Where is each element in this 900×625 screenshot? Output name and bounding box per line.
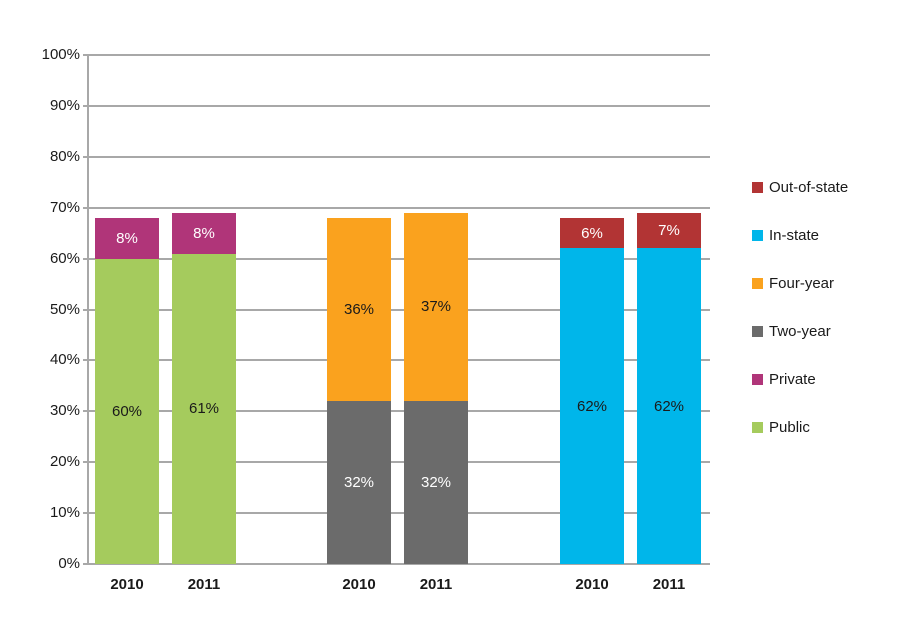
- y-axis-label: 10%: [49, 504, 80, 522]
- x-axis-label: 2010: [575, 576, 609, 593]
- gridline: [88, 461, 710, 464]
- legend-item-two-year: Two-year: [752, 307, 848, 355]
- y-axis-tick: [83, 155, 88, 158]
- y-axis-tick: [83, 359, 88, 362]
- legend-label: Two-year: [769, 322, 831, 340]
- segment-data-label: 62%: [576, 397, 608, 415]
- legend-label: In-state: [769, 226, 820, 244]
- segment-data-label: 6%: [581, 224, 603, 242]
- legend-label: Private: [769, 370, 816, 388]
- y-axis-tick: [83, 512, 88, 515]
- bar-segment-public: 60%: [95, 258, 159, 564]
- legend-item-four-year: Four-year: [752, 259, 848, 307]
- legend-swatch-icon: [752, 277, 763, 289]
- stacked-bar-2011: 62% 7%: [637, 212, 701, 564]
- x-axis-label: 2011: [419, 576, 453, 593]
- y-axis-tick: [83, 257, 88, 260]
- bar-segment-private: 8%: [95, 217, 159, 259]
- bar-segment-public: 61%: [172, 253, 236, 564]
- segment-data-label: 36%: [343, 301, 375, 318]
- y-axis-tick: [83, 206, 88, 209]
- y-axis-tick: [83, 563, 88, 565]
- y-axis-label: 40%: [49, 351, 80, 369]
- legend-swatch-icon: [752, 229, 763, 241]
- stacked-bar-2011: 32% 37%: [404, 212, 468, 564]
- legend-swatch-icon: [752, 181, 763, 193]
- bar-segment-in-state: 62%: [560, 248, 624, 564]
- gridline: [88, 257, 710, 260]
- bar-segment-four-year: 37%: [404, 212, 468, 402]
- gridline: [88, 512, 710, 515]
- bar-segment-out-of-state: 7%: [637, 212, 701, 249]
- y-axis-tick: [83, 308, 88, 311]
- bar-segment-two-year: 32%: [404, 401, 468, 564]
- legend-label: Out-of-state: [769, 178, 849, 196]
- segment-data-label: 32%: [420, 474, 452, 492]
- y-axis-label: 60%: [49, 249, 80, 267]
- y-axis-line: [87, 55, 89, 565]
- y-axis-tick: [83, 54, 88, 56]
- gridline: [88, 54, 710, 56]
- legend-item-private: Private: [752, 355, 848, 403]
- segment-data-label: 60%: [111, 402, 143, 420]
- bar-segment-four-year: 36%: [327, 217, 391, 402]
- legend-item-public: Public: [752, 403, 848, 451]
- gridline: [88, 359, 710, 362]
- x-axis-label: 2010: [110, 576, 144, 593]
- bar-segment-two-year: 32%: [327, 401, 391, 564]
- stacked-bar-2010: 62% 6%: [560, 217, 624, 564]
- legend: Out-of-state In-state Four-year Two-year Pri…: [752, 163, 848, 451]
- segment-data-label: 32%: [343, 474, 375, 492]
- y-axis-tick: [83, 104, 88, 107]
- x-axis-label: 2010: [342, 576, 376, 593]
- y-axis-label: 70%: [49, 198, 80, 216]
- stacked-bar-2010: 60% 8%: [95, 217, 159, 564]
- y-axis-label: 30%: [49, 402, 80, 420]
- bar-segment-out-of-state: 6%: [560, 217, 624, 249]
- segment-data-label: 61%: [188, 400, 220, 418]
- segment-data-label: 7%: [658, 222, 680, 240]
- y-axis-tick: [83, 461, 88, 464]
- segment-data-label: 62%: [653, 397, 685, 415]
- gridline: [88, 308, 710, 311]
- segment-data-label: 37%: [420, 298, 452, 316]
- legend-item-out-of-state: Out-of-state: [752, 163, 848, 211]
- gridline: [88, 563, 710, 565]
- gridline: [88, 104, 710, 107]
- stacked-bar-2010: 32% 36%: [327, 217, 391, 564]
- bar-segment-in-state: 62%: [637, 248, 701, 564]
- bar-segment-private: 8%: [172, 212, 236, 254]
- gridline: [88, 410, 710, 413]
- legend-label: Four-year: [769, 274, 835, 292]
- y-axis-label: 90%: [49, 96, 80, 114]
- y-axis-label: 100%: [41, 46, 80, 63]
- legend-swatch-icon: [752, 325, 763, 337]
- gridline: [88, 206, 710, 209]
- gridline: [88, 155, 710, 158]
- segment-data-label: 8%: [116, 229, 138, 247]
- segment-data-label: 8%: [193, 224, 215, 242]
- legend-item-in-state: In-state: [752, 211, 848, 259]
- y-axis-label: 20%: [49, 453, 80, 471]
- legend-label: Public: [769, 418, 810, 436]
- legend-swatch-icon: [752, 421, 763, 433]
- y-axis-tick: [83, 410, 88, 413]
- y-axis-label: 80%: [49, 147, 80, 165]
- y-axis-label: 0%: [58, 555, 80, 572]
- stacked-bar-2011: 61% 8%: [172, 212, 236, 564]
- x-axis-label: 2011: [652, 576, 686, 593]
- legend-swatch-icon: [752, 373, 763, 385]
- x-axis-label: 2011: [187, 576, 221, 593]
- y-axis-label: 50%: [49, 300, 80, 318]
